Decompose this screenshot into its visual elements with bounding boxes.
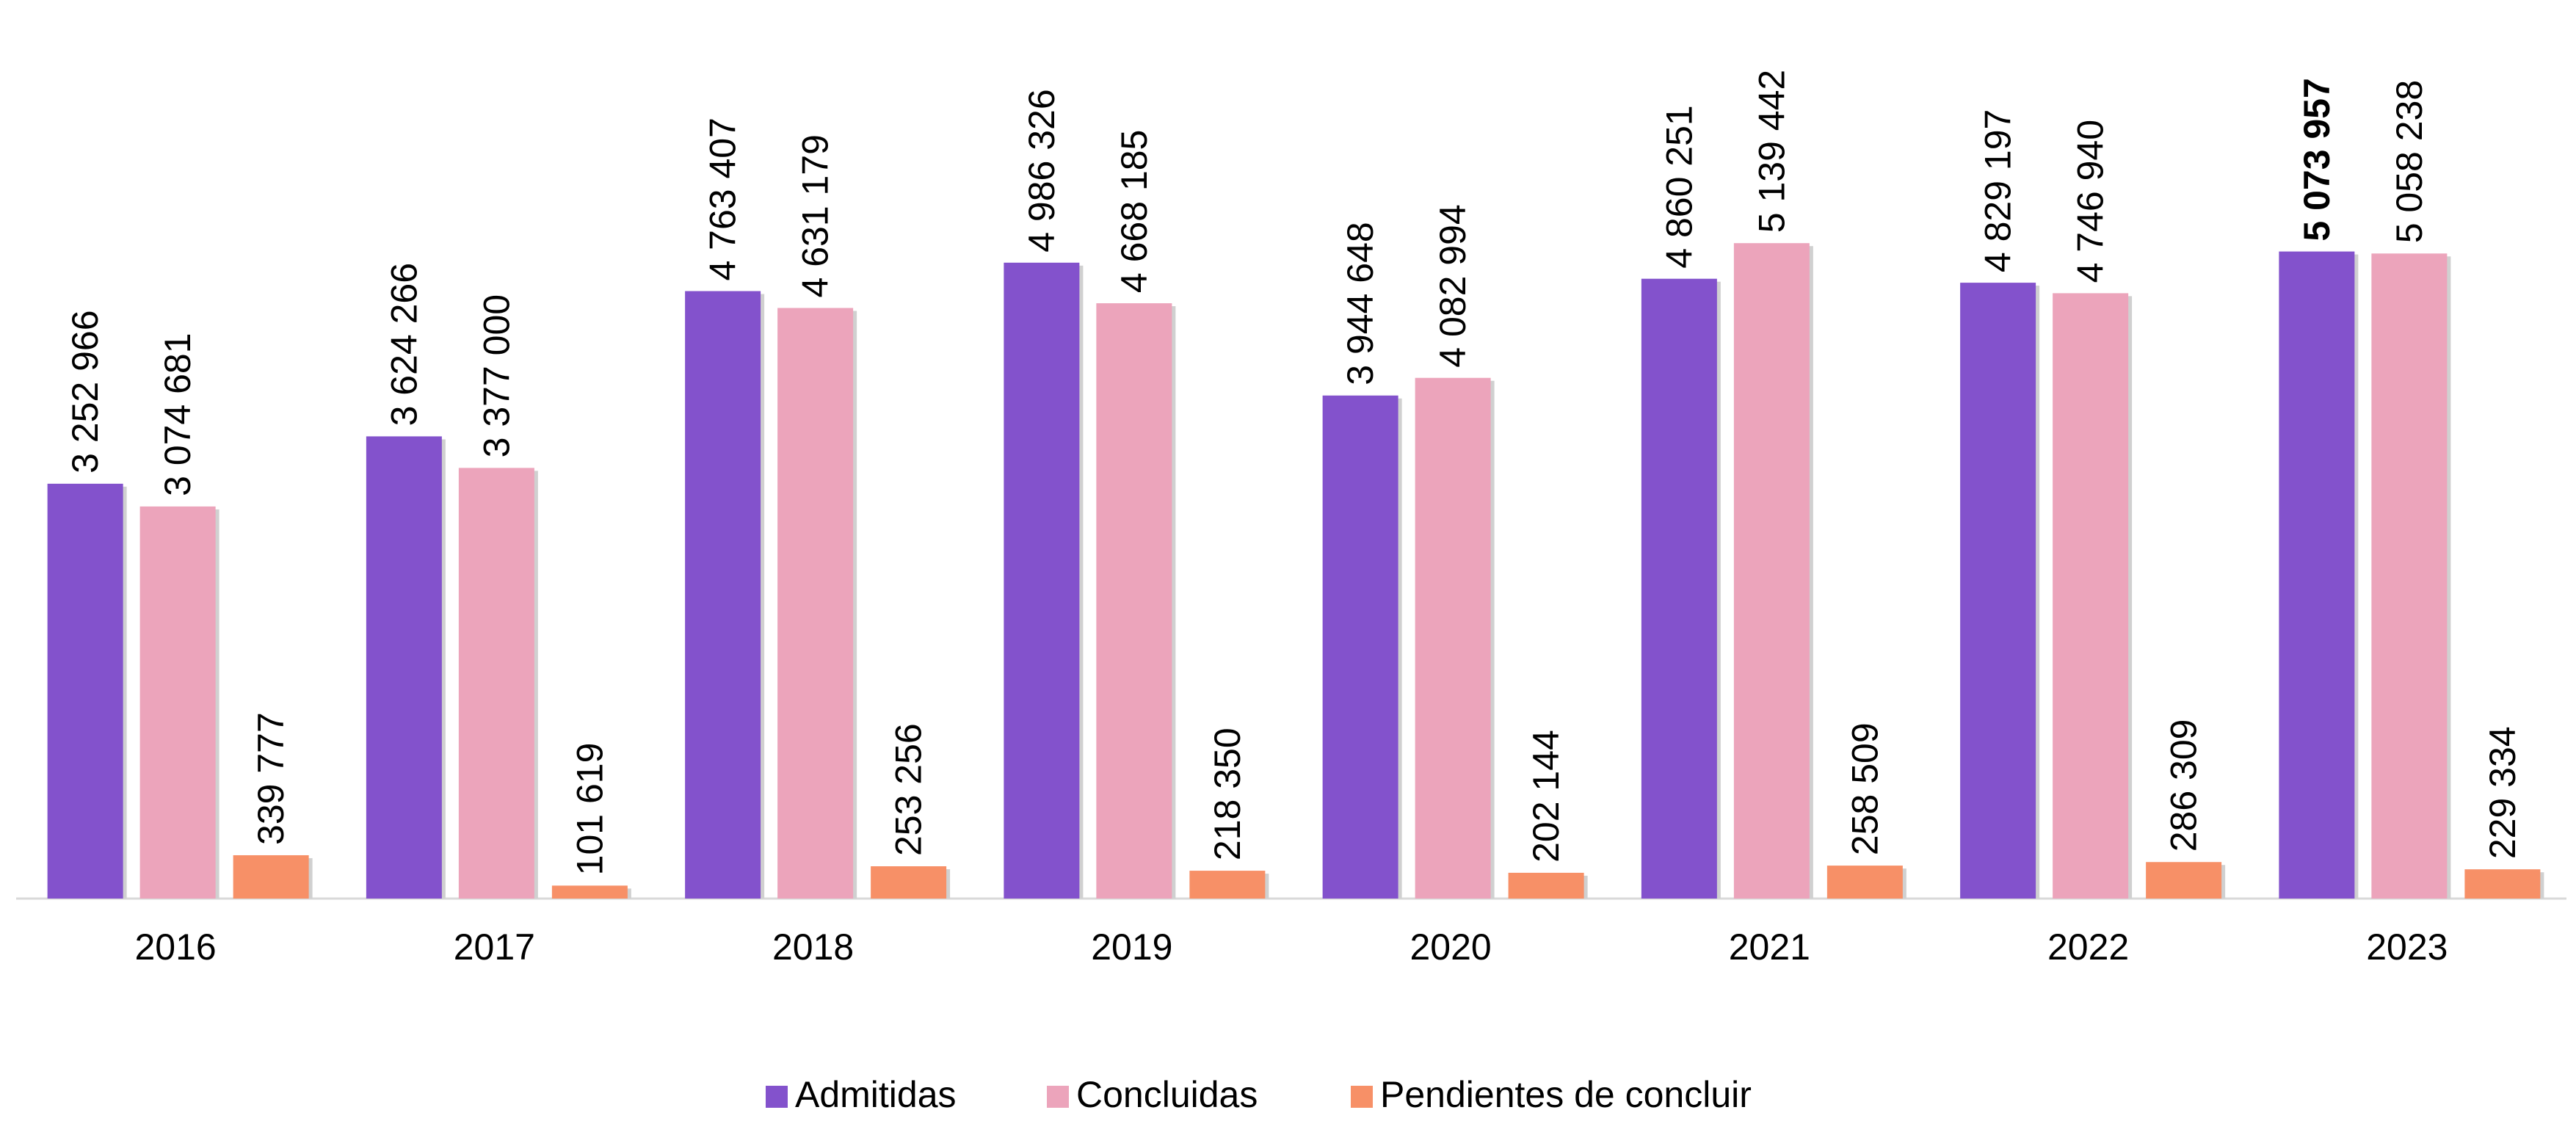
bar <box>139 506 216 899</box>
bar <box>1189 871 1266 899</box>
legend-swatch <box>1047 1086 1069 1108</box>
value-label: 5 058 238 <box>2389 80 2430 243</box>
legend-label: Concluidas <box>1076 1074 1258 1115</box>
value-label: 4 829 197 <box>1978 109 2019 272</box>
x-tick-label: 2020 <box>1410 926 1492 968</box>
x-tick-label: 2018 <box>772 926 854 968</box>
value-label: 4 860 251 <box>1658 105 1699 268</box>
bar <box>1960 283 2036 899</box>
value-label: 4 082 994 <box>1432 204 1473 367</box>
value-label: 258 509 <box>1844 722 1885 855</box>
bar <box>47 483 123 899</box>
bar <box>458 468 534 899</box>
bar <box>1826 866 1903 899</box>
bar <box>1641 278 1717 899</box>
bar <box>551 885 628 899</box>
x-tick-label: 2023 <box>2366 926 2448 968</box>
bar <box>1096 303 1172 899</box>
legend-label: Pendientes de concluir <box>1380 1074 1752 1115</box>
bar <box>685 291 761 899</box>
value-label: 4 746 940 <box>2070 120 2111 283</box>
legend-swatch <box>766 1086 788 1108</box>
bar <box>366 436 442 899</box>
value-label: 218 350 <box>1207 728 1248 860</box>
value-label: 3 252 966 <box>65 310 106 473</box>
value-label: 3 377 000 <box>476 294 517 457</box>
x-tick-label: 2019 <box>1091 926 1172 968</box>
bar <box>1322 395 1398 899</box>
bar <box>2053 293 2129 899</box>
value-label: 3 624 266 <box>383 263 424 426</box>
legend-swatch <box>1351 1086 1373 1108</box>
x-tick-label: 2017 <box>454 926 535 968</box>
value-label: 3 074 681 <box>157 333 198 496</box>
value-label: 339 777 <box>250 712 291 845</box>
bar <box>1004 262 1080 899</box>
bar <box>777 308 854 899</box>
value-label: 5 073 957 <box>2296 78 2337 241</box>
bar <box>1508 872 1584 899</box>
bar <box>1733 243 1810 899</box>
value-label: 101 619 <box>569 743 610 876</box>
bar <box>233 855 309 899</box>
value-label: 4 668 185 <box>1114 130 1155 293</box>
value-label: 253 256 <box>888 723 929 856</box>
x-tick-label: 2022 <box>2047 926 2129 968</box>
value-label: 202 144 <box>1525 730 1567 863</box>
bar <box>2279 251 2355 899</box>
bar <box>1415 377 1491 899</box>
x-tick-label: 2021 <box>1729 926 1810 968</box>
legend-label: Admitidas <box>795 1074 957 1115</box>
value-label: 4 763 407 <box>703 117 744 280</box>
value-label: 4 986 326 <box>1021 89 1062 252</box>
value-label: 229 334 <box>2482 726 2523 859</box>
x-tick-label: 2016 <box>135 926 217 968</box>
value-label: 286 309 <box>2163 719 2205 852</box>
bar <box>2464 869 2541 899</box>
bar <box>2371 253 2448 899</box>
value-label: 3 944 648 <box>1340 222 1381 385</box>
bar <box>2146 862 2222 899</box>
value-label: 5 139 442 <box>1751 70 1792 233</box>
value-label: 4 631 179 <box>795 134 836 297</box>
bar <box>871 866 947 899</box>
